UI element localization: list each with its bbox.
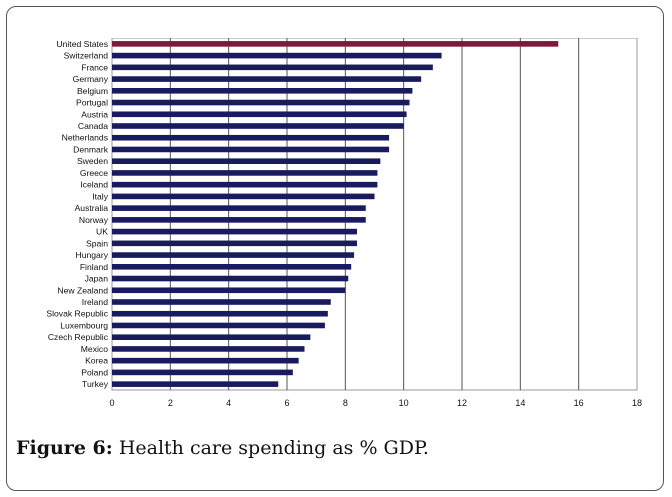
category-label: Iceland <box>80 180 108 190</box>
bar-iceland <box>112 181 378 188</box>
category-label: Turkey <box>82 379 109 389</box>
x-tick-label: 4 <box>226 398 231 408</box>
bar-belgium <box>112 88 413 94</box>
category-label: Japan <box>85 274 109 284</box>
bar-luxembourg <box>112 322 325 329</box>
bar-france <box>112 64 433 71</box>
category-label: France <box>81 62 108 72</box>
bar-netherlands <box>112 134 390 141</box>
bar-uk <box>112 228 357 235</box>
category-label: United States <box>56 39 108 49</box>
bar-norway <box>112 217 366 223</box>
category-label: Netherlands <box>62 133 108 143</box>
category-label: Australia <box>75 203 109 213</box>
x-tick-label: 14 <box>515 398 525 408</box>
category-label: Spain <box>86 238 108 248</box>
figure-caption: Figure 6: Health care spending as % GDP. <box>16 437 646 459</box>
category-label: Denmark <box>73 144 109 154</box>
category-label: Belgium <box>77 86 108 96</box>
bar-finland <box>112 264 352 270</box>
bar-new-zealand <box>112 287 346 294</box>
category-label: Luxembourg <box>60 320 108 330</box>
category-label: Sweden <box>77 156 108 166</box>
category-label: Italy <box>92 191 108 201</box>
bar-mexico <box>112 346 305 352</box>
category-label: Mexico <box>81 344 108 354</box>
category-label: Canada <box>78 121 108 131</box>
bar-sweden <box>112 158 381 164</box>
bar-slovak-republic <box>112 310 328 317</box>
x-tick-label: 2 <box>168 398 173 408</box>
category-label: Korea <box>85 356 108 366</box>
bar-portugal <box>112 99 410 106</box>
bar-greece <box>112 170 378 176</box>
category-label: UK <box>96 227 108 237</box>
category-label: Czech Republic <box>48 332 109 342</box>
chart: 0 2 4 6 8 10 12 14 16 18 United States Switzerland F… <box>32 38 642 414</box>
caption-text: Health care spending as % GDP. <box>118 437 429 459</box>
caption-label: Figure 6: <box>16 437 113 459</box>
category-label: Hungary <box>76 250 109 260</box>
x-tick-label: 16 <box>574 398 584 408</box>
category-label: Portugal <box>76 98 108 108</box>
category-label: Ireland <box>82 297 108 307</box>
bar-korea <box>112 357 299 364</box>
category-label: New Zealand <box>57 285 108 295</box>
bar-czech-republic <box>112 334 311 340</box>
bar-spain <box>112 240 357 247</box>
bar-united-states <box>112 41 559 47</box>
plot-area <box>111 38 638 391</box>
bar-turkey <box>112 381 279 387</box>
category-label: Finland <box>80 262 108 272</box>
category-label: Austria <box>81 109 108 119</box>
bar-denmark <box>112 146 390 153</box>
bar-canada <box>112 123 404 129</box>
bar-hungary <box>112 252 355 258</box>
category-label: Poland <box>81 367 108 377</box>
bar-italy <box>112 193 375 200</box>
x-tick-label: 6 <box>284 398 289 408</box>
bar-japan <box>112 275 349 282</box>
x-tick-label: 18 <box>632 398 642 408</box>
bar-austria <box>112 111 407 118</box>
bar-ireland <box>112 299 331 305</box>
bar-switzerland <box>112 52 442 59</box>
x-tick-label: 10 <box>399 398 409 408</box>
x-tick-label: 12 <box>457 398 467 408</box>
bar-australia <box>112 205 366 211</box>
category-label: Slovak Republic <box>46 309 108 319</box>
category-label: Germany <box>73 74 109 84</box>
bar-poland <box>112 369 293 376</box>
x-tick-label: 0 <box>109 398 114 408</box>
category-label: Norway <box>79 215 109 225</box>
category-label: Greece <box>80 168 108 178</box>
bar-germany <box>112 76 422 82</box>
x-tick-label: 8 <box>343 398 348 408</box>
category-label: Switzerland <box>64 51 109 61</box>
